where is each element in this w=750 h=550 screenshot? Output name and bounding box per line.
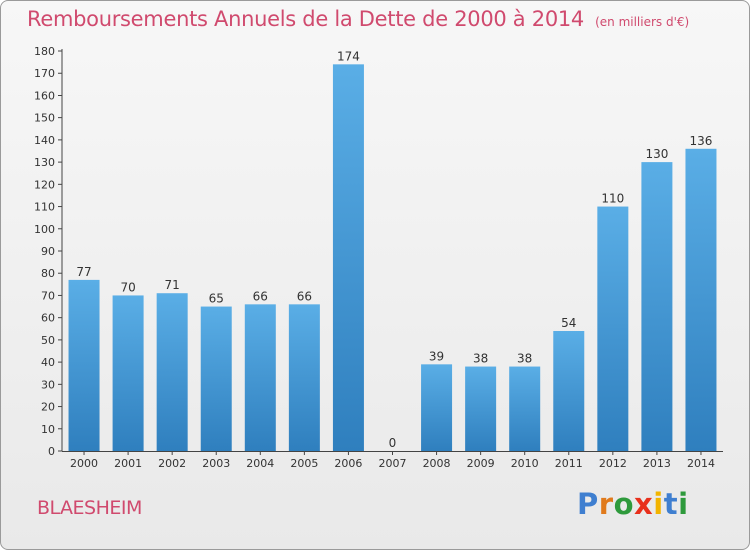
- y-tick-label: 130: [34, 156, 55, 169]
- bar-2012: [597, 206, 629, 451]
- x-tick-label-2003: 2003: [202, 457, 230, 470]
- proxiti-logo: Proxiti: [577, 487, 689, 521]
- y-tick-label: 70: [41, 289, 55, 302]
- bar-2001: [112, 295, 144, 451]
- commune-name: BLAESHEIM: [37, 497, 142, 519]
- bar-2003: [200, 306, 232, 451]
- y-tick-label: 20: [41, 401, 55, 414]
- bar-2005: [288, 304, 320, 451]
- bar-2004: [244, 304, 276, 451]
- y-tick-label: 30: [41, 378, 55, 391]
- y-tick-label: 150: [34, 112, 55, 125]
- logo-letter: P: [577, 487, 599, 521]
- bar-2014: [685, 148, 717, 451]
- title-row: Remboursements Annuels de la Dette de 20…: [27, 7, 689, 31]
- y-tick-label: 140: [34, 134, 55, 147]
- data-label-2010: 38: [517, 352, 532, 366]
- data-label-2008: 39: [429, 349, 444, 363]
- y-tick-label: 90: [41, 245, 55, 258]
- y-axis: 0 10 20 30 40 50 60 70 80 90 100 110 120 130 140 150 160…: [34, 45, 63, 458]
- bar-2013: [641, 162, 673, 451]
- logo-letter: r: [598, 487, 614, 521]
- bar-2011: [553, 331, 585, 451]
- data-label-2012: 110: [601, 192, 624, 206]
- data-label-2013: 130: [645, 147, 668, 161]
- data-label-2005: 66: [297, 289, 312, 303]
- bar-2002: [156, 293, 188, 451]
- bars: 77 70 71 65 66 66 174 0 39 38 38 54 110 130 136: [68, 49, 717, 452]
- x-tick-label-2006: 2006: [334, 457, 362, 470]
- y-tick-label: 0: [48, 445, 55, 458]
- logo-letter: o: [613, 487, 635, 521]
- x-tick-label-2009: 2009: [467, 457, 495, 470]
- data-label-2003: 65: [209, 292, 224, 306]
- bar-2000: [68, 279, 100, 451]
- data-label-2009: 38: [473, 352, 488, 366]
- data-label-2002: 71: [165, 278, 180, 292]
- y-tick-label: 60: [41, 312, 55, 325]
- y-tick-label: 50: [41, 334, 55, 347]
- x-tick-label-2002: 2002: [158, 457, 186, 470]
- x-tick-label-2001: 2001: [114, 457, 142, 470]
- y-tick-label: 180: [34, 45, 55, 58]
- x-tick-label-2012: 2012: [599, 457, 627, 470]
- y-tick-label: 100: [34, 223, 55, 236]
- logo-letter: i: [678, 487, 689, 521]
- x-tick-label-2000: 2000: [70, 457, 98, 470]
- logo-letter: x: [634, 487, 654, 521]
- data-label-2004: 66: [253, 289, 268, 303]
- data-label-2014: 136: [690, 134, 713, 148]
- data-label-2000: 77: [76, 265, 91, 279]
- bar-2006: [332, 64, 364, 452]
- y-tick-label: 110: [34, 201, 55, 214]
- logo-letter: i: [653, 487, 664, 521]
- x-tick-label-2004: 2004: [246, 457, 274, 470]
- y-tick-label: 160: [34, 89, 55, 102]
- bar-2008: [421, 364, 453, 451]
- chart-title: Remboursements Annuels de la Dette de 20…: [27, 7, 584, 31]
- y-tick-label: 170: [34, 67, 55, 80]
- x-tick-label-2007: 2007: [379, 457, 407, 470]
- x-tick-label-2008: 2008: [423, 457, 451, 470]
- data-label-2007: 0: [389, 436, 397, 450]
- data-label-2001: 70: [120, 280, 135, 294]
- bar-2009: [465, 366, 497, 451]
- data-label-2006: 174: [337, 49, 360, 63]
- logo-letter: t: [663, 487, 679, 521]
- y-tick-label: 10: [41, 423, 55, 436]
- y-tick-label: 80: [41, 267, 55, 280]
- y-tick-label: 120: [34, 178, 55, 191]
- bar-2010: [509, 366, 541, 451]
- data-label-2011: 54: [561, 316, 576, 330]
- x-axis: 2000 2001 2002 2003 2004 2005 2006 2007 2008 2009…: [62, 451, 723, 470]
- x-tick-label-2010: 2010: [511, 457, 539, 470]
- x-tick-label-2013: 2013: [643, 457, 671, 470]
- x-tick-label-2011: 2011: [555, 457, 583, 470]
- x-tick-label-2005: 2005: [290, 457, 318, 470]
- y-tick-label: 40: [41, 356, 55, 369]
- chart-subtitle: (en milliers d'€): [595, 15, 690, 29]
- x-tick-label-2014: 2014: [687, 457, 715, 470]
